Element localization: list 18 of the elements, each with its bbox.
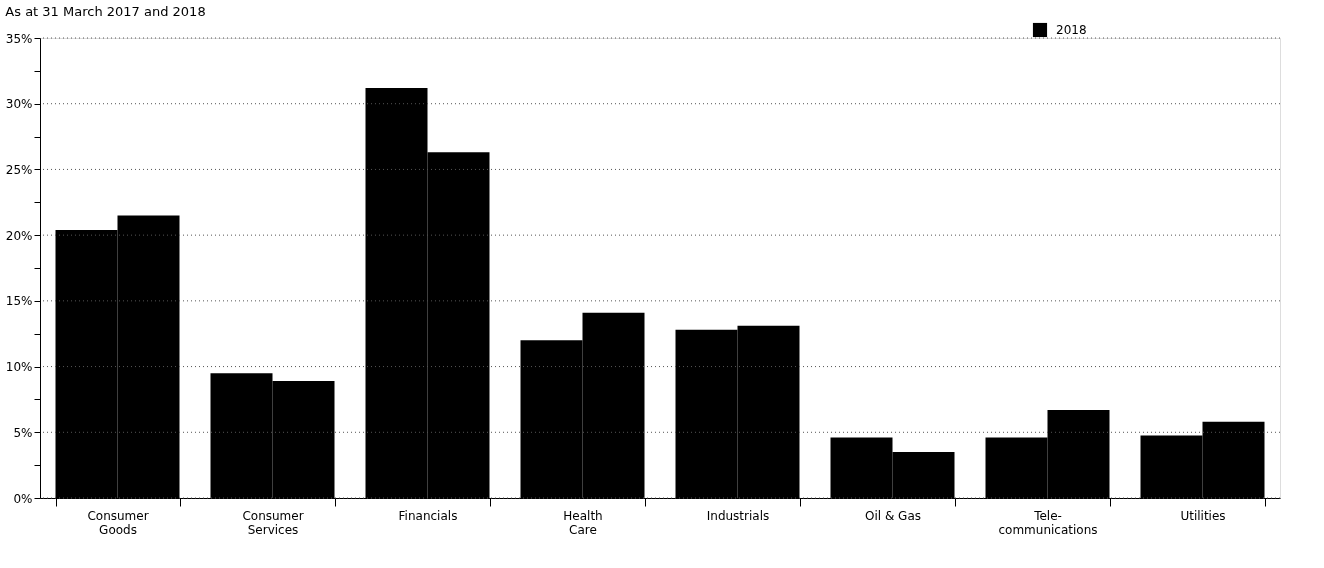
x-tick-label: Industrials [706,508,770,523]
x-tick-label: Oil & Gas [864,508,922,523]
x-tick-label: Utilities [1180,508,1226,523]
y-tick-label: 30% [5,97,33,112]
x-tick-label: Consumer Goods [87,508,149,537]
y-tick-label: 5% [13,425,33,440]
chart-title: As at 31 March 2017 and 2018 [5,3,206,19]
x-tick-label: Health Care [563,508,603,537]
x-tick-label: Financials [398,508,458,523]
y-tick-label: 25% [5,162,33,177]
y-tick-label: 15% [5,294,33,309]
x-tick-label: Tele-communications [998,508,1098,537]
y-tick-label: 35% [5,31,33,46]
legend-label: 2018 [1056,23,1087,37]
y-tick-label: 10% [5,360,33,375]
x-tick-label: Consumer Services [242,508,304,537]
y-tick-label: 20% [5,228,33,243]
y-tick-label: 0% [13,491,33,506]
